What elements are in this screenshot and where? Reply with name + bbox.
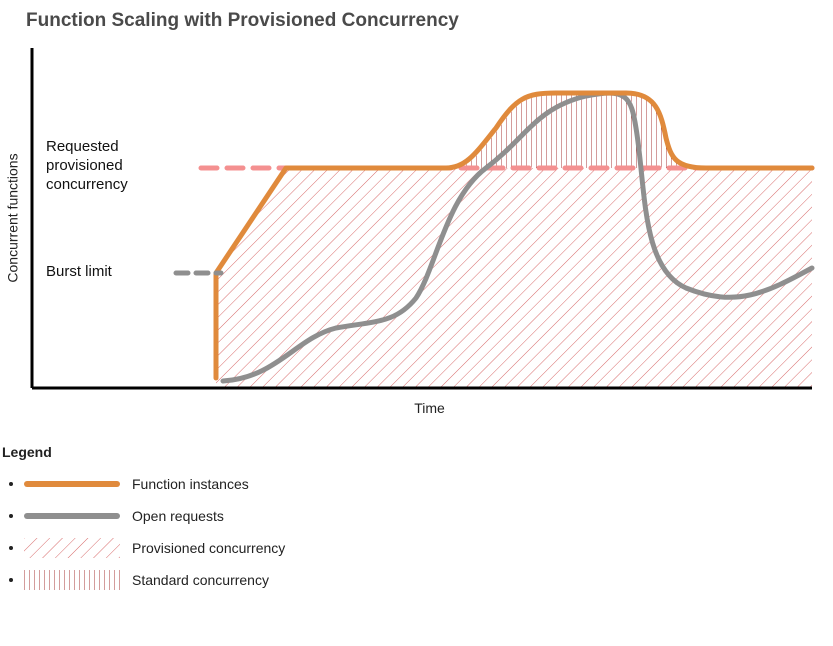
annot-requested-provisioned-concurrency: Requestedprovisionedconcurrency xyxy=(46,138,128,194)
legend-item: Provisioned concurrency xyxy=(24,538,833,558)
chart-row: Concurrent functions Requestedprovisione… xyxy=(0,38,833,398)
legend-title: Legend xyxy=(2,444,833,460)
x-axis-label: Time xyxy=(26,400,833,416)
legend-swatch xyxy=(24,506,120,526)
legend-swatch xyxy=(24,538,120,558)
legend: Legend Function instances Open requests Pr… xyxy=(2,444,833,590)
annot-line: Requested xyxy=(46,138,128,157)
legend-item: Standard concurrency xyxy=(24,570,833,590)
annot-line: concurrency xyxy=(46,176,128,195)
legend-label: Standard concurrency xyxy=(132,572,269,588)
annot-line: provisioned xyxy=(46,157,128,176)
legend-label: Open requests xyxy=(132,508,224,524)
chart-svg xyxy=(26,38,818,398)
annot-burst-limit: Burst limit xyxy=(46,263,112,282)
legend-item: Open requests xyxy=(24,506,833,526)
legend-item: Function instances xyxy=(24,474,833,494)
legend-label: Provisioned concurrency xyxy=(132,540,285,556)
chart-area: Requestedprovisionedconcurrency Burst li… xyxy=(26,38,818,398)
legend-swatch xyxy=(24,570,120,590)
legend-swatch xyxy=(24,474,120,494)
y-axis-label-container: Concurrent functions xyxy=(0,38,26,398)
chart-title: Function Scaling with Provisioned Concur… xyxy=(0,0,833,38)
y-axis-label: Concurrent functions xyxy=(5,153,21,282)
legend-list: Function instances Open requests Provision… xyxy=(2,474,833,590)
legend-label: Function instances xyxy=(132,476,249,492)
